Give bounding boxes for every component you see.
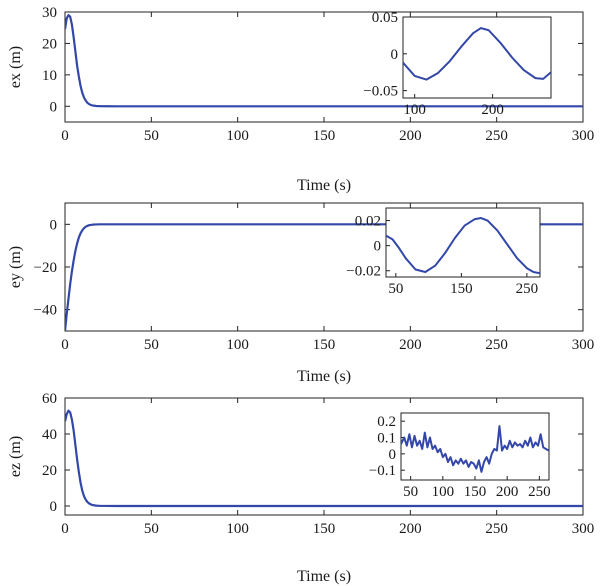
inset-x-tick-label: 150 (464, 484, 487, 500)
inset-frame (400, 412, 550, 481)
x-tick-label: 300 (572, 521, 595, 537)
inset-y-tick-label: 0.02 (355, 214, 381, 230)
x-tick-label: 100 (226, 521, 249, 537)
inset-y-tick-label: 0 (389, 447, 397, 463)
x-tick-label: 250 (485, 337, 508, 353)
y-tick-label: 0 (50, 99, 58, 115)
y-tick-label: 10 (42, 68, 57, 84)
inset-x-tick-label: 150 (450, 281, 473, 297)
x-tick-label: 0 (61, 128, 69, 144)
inset-x-tick-label: 50 (388, 281, 403, 297)
inset-chart: 50 100 150 200 250 0.20.10−0.1 (369, 412, 551, 500)
chart-panel-3: 0 50 100 150 200 250 300 0 20 40 60 Time (s) ez (m) 5… (7, 391, 594, 585)
y-tick-label: 20 (42, 36, 57, 52)
x-tick-label: 300 (572, 128, 595, 144)
x-tick-label: 50 (144, 128, 159, 144)
y-tick-label: −40 (34, 303, 57, 319)
x-tick-label: 50 (144, 337, 159, 353)
x-tick-label: 200 (399, 521, 422, 537)
inset-x-tick-label: 200 (496, 484, 519, 500)
inset-y-tick-label: −0.1 (369, 463, 396, 479)
inset-y-tick-label: 0.2 (377, 414, 396, 430)
x-tick-label: 300 (572, 337, 595, 353)
series-line-1 (65, 223, 583, 331)
x-tick-label: 100 (226, 337, 249, 353)
x-tick-label: 50 (144, 521, 159, 537)
inset-x-tick-label: 100 (432, 484, 455, 500)
inset-x-tick-label: 250 (516, 281, 539, 297)
inset-y-tick-label: 0.1 (377, 431, 396, 447)
x-tick-label: 250 (485, 521, 508, 537)
inset-chart: 50 150 250 0.02 0 −0.02 (346, 207, 541, 297)
inset-x-tick-label: 50 (403, 484, 418, 500)
series-line-1 (65, 409, 583, 508)
x-tick-label: 100 (226, 128, 249, 144)
x-tick-label: 150 (313, 337, 336, 353)
y-tick-label: 40 (42, 427, 57, 443)
inset-x-tick-label: 250 (528, 484, 551, 500)
inset-y-tick-label: −0.02 (346, 264, 381, 280)
series-line-1 (65, 14, 583, 108)
y-axis-label: ey (m) (7, 246, 24, 288)
x-axis-label: Time (s) (297, 368, 351, 385)
x-tick-label: 150 (313, 521, 336, 537)
inset-frame (385, 207, 541, 278)
inset-chart: 100 200 0.05 0 −0.05 (363, 10, 552, 118)
x-tick-label: 250 (485, 128, 508, 144)
x-tick-label: 150 (313, 128, 336, 144)
y-tick-label: 60 (42, 391, 57, 407)
x-axis-label: Time (s) (297, 568, 351, 585)
inset-series-line-1 (401, 425, 549, 473)
chart-panel-2: 0 50 100 150 200 250 300 0 −20 −40 Time (s) ey (m) 5… (7, 202, 595, 385)
y-tick-label: 0 (50, 499, 58, 515)
inset-series-line-1 (386, 217, 540, 275)
y-axis-label: ex (m) (7, 46, 24, 88)
y-tick-label: −20 (34, 260, 57, 276)
y-tick-label: 30 (42, 5, 57, 21)
x-axis-label: Time (s) (297, 177, 351, 194)
inset-x-tick-label: 200 (481, 102, 504, 118)
y-tick-label: 0 (50, 217, 58, 233)
y-axis-label: ez (m) (7, 436, 24, 477)
inset-y-tick-label: 0 (374, 239, 382, 255)
x-tick-label: 200 (399, 337, 422, 353)
inset-y-tick-label: 0.05 (372, 10, 398, 26)
inset-y-tick-label: −0.05 (363, 84, 398, 100)
inset-series-line-1 (403, 27, 551, 81)
inset-y-tick-label: 0 (391, 47, 399, 63)
x-tick-label: 200 (399, 128, 422, 144)
y-tick-label: 20 (42, 463, 57, 479)
inset-frame (402, 16, 552, 99)
x-tick-label: 0 (61, 521, 69, 537)
chart-panel-1: 0 50 100 150 200 250 300 0 10 20 30 Time (s) ex (m) 1… (7, 5, 594, 194)
x-tick-label: 0 (61, 337, 69, 353)
inset-x-tick-label: 100 (403, 102, 426, 118)
